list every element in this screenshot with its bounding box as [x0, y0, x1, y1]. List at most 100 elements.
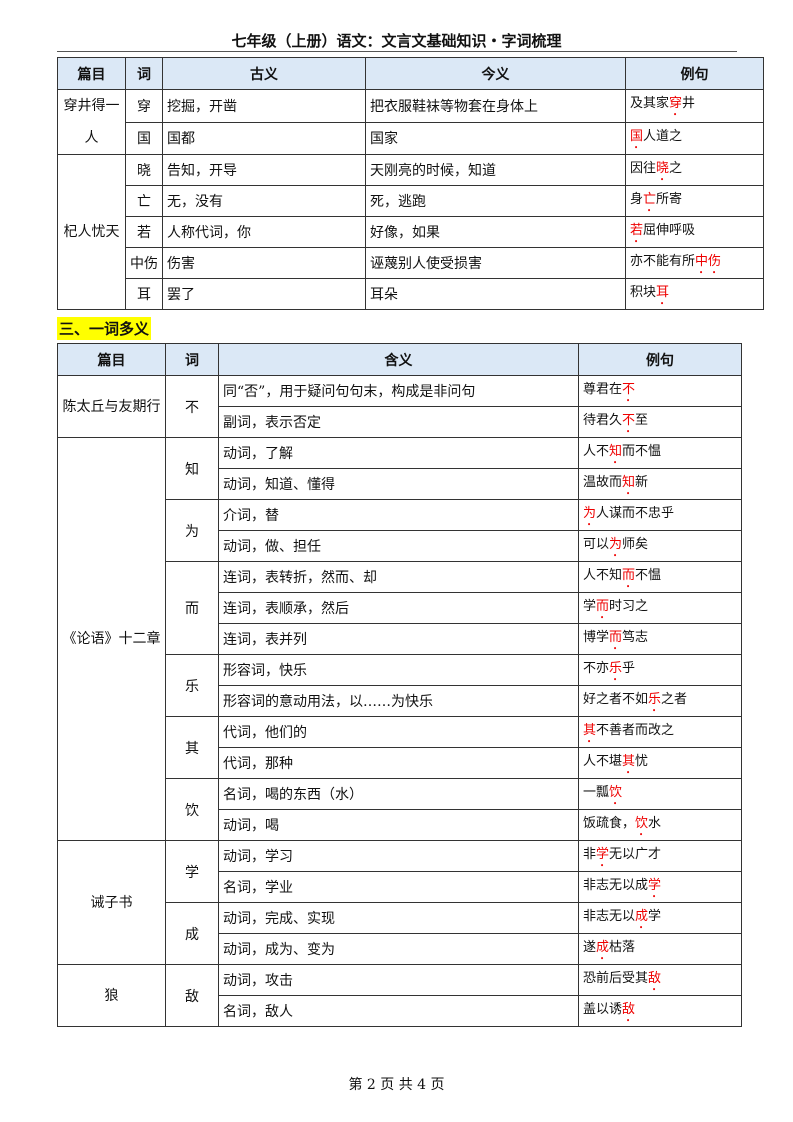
example-text: 人谋而不忠乎 [596, 505, 675, 521]
ancient-meaning-cell: 人称代词，你 [162, 216, 366, 248]
highlighted-word: 而 [596, 598, 610, 614]
modern-meaning-cell: 耳朵 [365, 278, 626, 310]
highlighted-word: 不 [622, 412, 636, 428]
meaning-cell: 形容词的意动用法，以……为快乐 [218, 685, 579, 717]
word-cell: 乐 [165, 654, 219, 717]
highlighted-word: 国 [630, 128, 644, 144]
meaning-cell: 动词，了解 [218, 437, 579, 469]
ancient-meaning-cell: 罢了 [162, 278, 366, 310]
example-text: 不亦 [583, 660, 610, 676]
table-row: 动词，成为、变为 遂成枯落 [58, 933, 742, 965]
table-row: 动词，做、担任 可以为师矣 [58, 530, 742, 562]
meaning-cell: 动词，做、担任 [218, 530, 579, 562]
example-text: 好之者不如 [583, 691, 649, 707]
example-text: 人道之 [643, 128, 683, 144]
example-cell: 人不知而不愠 [578, 561, 742, 593]
ancient-meaning-cell: 无，没有 [162, 185, 366, 217]
meaning-cell: 代词，他们的 [218, 716, 579, 748]
example-cell: 若屈伸呼吸 [625, 216, 764, 248]
title-divider [57, 51, 737, 52]
example-text: 无以广才 [609, 846, 662, 862]
table-header-row: 篇目 词 古义 今义 例句 [57, 57, 764, 90]
example-cell: 非志无以成学 [578, 902, 742, 934]
meaning-cell: 连词，表顺承，然后 [218, 592, 579, 624]
table-row: 乐形容词，快乐 不亦乐乎 [58, 654, 742, 717]
meaning-cell: 同“否”，用于疑问句句末，构成是非问句 [218, 375, 579, 407]
header-cell: 例句 [578, 343, 742, 376]
example-text: 饭疏食， [583, 815, 636, 831]
polysemy-table: 篇目 词 含义 例句 陈太丘与友期行不同“否”，用于疑问句句末，构成是非问句 尊君… [57, 343, 742, 1027]
meaning-cell: 代词，那种 [218, 747, 579, 779]
article-title-cell: 陈太丘与友期行 [57, 375, 166, 438]
word-cell: 中伤 [125, 247, 163, 279]
example-text: 枯落 [609, 939, 636, 955]
word-cell: 耳 [125, 278, 163, 310]
example-cell: 可以为师矣 [578, 530, 742, 562]
meaning-cell: 动词，攻击 [218, 964, 579, 996]
table-row: 国国都 国家 国人道之 [58, 121, 764, 155]
meaning-cell: 名词，学业 [218, 871, 579, 903]
example-text: 及其家 [630, 96, 670, 112]
table-row: 杞人忧天晓告知，开导 天刚亮的时候，知道 因往晓之 [57, 154, 764, 310]
table-row: 穿井得一人穿挖掘，开凿 把衣服鞋袜等物套在身体上 及其家穿井 [57, 89, 764, 155]
table-row: 耳罢了 耳朵 积块耳 [58, 278, 764, 310]
example-cell: 积块耳 [625, 278, 764, 310]
highlighted-word: 成 [635, 908, 649, 924]
highlighted-word: 中伤 [695, 253, 722, 269]
ancient-meaning-cell: 挖掘，开凿 [162, 89, 366, 123]
table-row: 中伤 伤害 诬蔑别人使受损害 亦不能有所中伤 [58, 247, 764, 279]
highlighted-word: 其 [583, 722, 597, 738]
example-text: 遂 [583, 939, 597, 955]
word-cell: 而 [165, 561, 219, 655]
example-cell: 人不堪其忧 [578, 747, 742, 779]
example-text: 人不知 [583, 567, 623, 583]
meaning-cell: 名词，敌人 [218, 995, 579, 1027]
header-cell: 今义 [365, 57, 626, 90]
example-text: 积块 [630, 284, 657, 300]
example-text: 井 [682, 96, 696, 112]
highlighted-word: 知 [622, 474, 636, 490]
example-text: 之 [669, 160, 683, 176]
word-cell: 知 [165, 437, 219, 500]
example-text: 水 [648, 815, 662, 831]
word-cell: 不 [165, 375, 219, 438]
highlighted-word: 乐 [648, 691, 662, 707]
table-row: 连词，表顺承，然后 学而时习之 [58, 592, 742, 624]
example-cell: 亦不能有所中伤 [625, 247, 764, 279]
meaning-cell: 动词，喝 [218, 809, 579, 841]
table-header-row: 篇目 词 含义 例句 [57, 343, 742, 376]
modern-meaning-cell: 天刚亮的时候，知道 [365, 154, 626, 186]
header-cell: 词 [165, 343, 219, 376]
example-text: 尊君在 [583, 381, 623, 397]
word-cell: 其 [165, 716, 219, 779]
table-row: 成动词，完成、实现 非志无以成学 [58, 902, 742, 965]
article-title-cell: 狼 [57, 964, 166, 1027]
table-row: 诫子书学动词，学习 非学无以广才 [57, 840, 742, 965]
word-cell: 成 [165, 902, 219, 965]
example-cell: 不亦乐乎 [578, 654, 742, 686]
meaning-cell: 名词，喝的东西（水） [218, 778, 579, 810]
example-text: 盖以诱 [583, 1001, 623, 1017]
word-cell: 晓 [125, 154, 163, 186]
header-cell: 篇目 [57, 343, 166, 376]
example-text: 人不 [583, 443, 610, 459]
table-row: 亡无，没有 死，逃跑 身亡所寄 [58, 185, 764, 217]
highlighted-word: 知 [609, 443, 623, 459]
table-row: 为介词，替 为人谋而不忠乎 [58, 499, 742, 562]
meaning-cell: 动词，知道、懂得 [218, 468, 579, 500]
highlighted-word: 若 [630, 222, 644, 238]
table-row: 动词，喝 饭疏食，饮水 [58, 809, 742, 841]
example-text: 而不愠 [622, 443, 662, 459]
example-cell: 遂成枯落 [578, 933, 742, 965]
example-text: 因往 [630, 160, 657, 176]
word-cell: 亡 [125, 185, 163, 217]
example-text: 非志无以 [583, 908, 636, 924]
table-row: 副词，表示否定 待君久不至 [58, 406, 742, 438]
modern-meaning-cell: 诬蔑别人使受损害 [365, 247, 626, 279]
meaning-cell: 形容词，快乐 [218, 654, 579, 686]
word-cell: 饮 [165, 778, 219, 841]
example-text: 不善者而改之 [596, 722, 675, 738]
example-text: 博学 [583, 629, 610, 645]
example-text: 非 [583, 846, 597, 862]
